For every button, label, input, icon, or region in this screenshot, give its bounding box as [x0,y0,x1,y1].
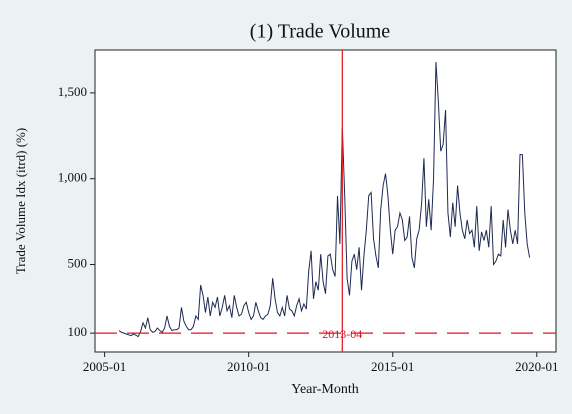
data-line [118,61,531,338]
y-axis-label: Trade Volume Idx (itrd) (%) [13,128,28,274]
chart-title: (1) Trade Volume [250,21,391,43]
y-tick-label: 100 [68,324,88,339]
x-tick-label: 2015-01 [371,359,414,374]
x-axis-label: Year-Month [291,382,359,397]
y-tick-label: 1,000 [58,170,87,185]
x-tick-label: 2020-01 [515,359,558,374]
x-tick-label: 2010-01 [227,359,270,374]
x-tick-label: 2005-01 [83,359,126,374]
y-tick-label: 500 [68,255,88,270]
reference-label: 2013-04 [322,327,362,341]
y-tick-label: 1,500 [58,84,87,99]
plot-area [94,49,557,353]
